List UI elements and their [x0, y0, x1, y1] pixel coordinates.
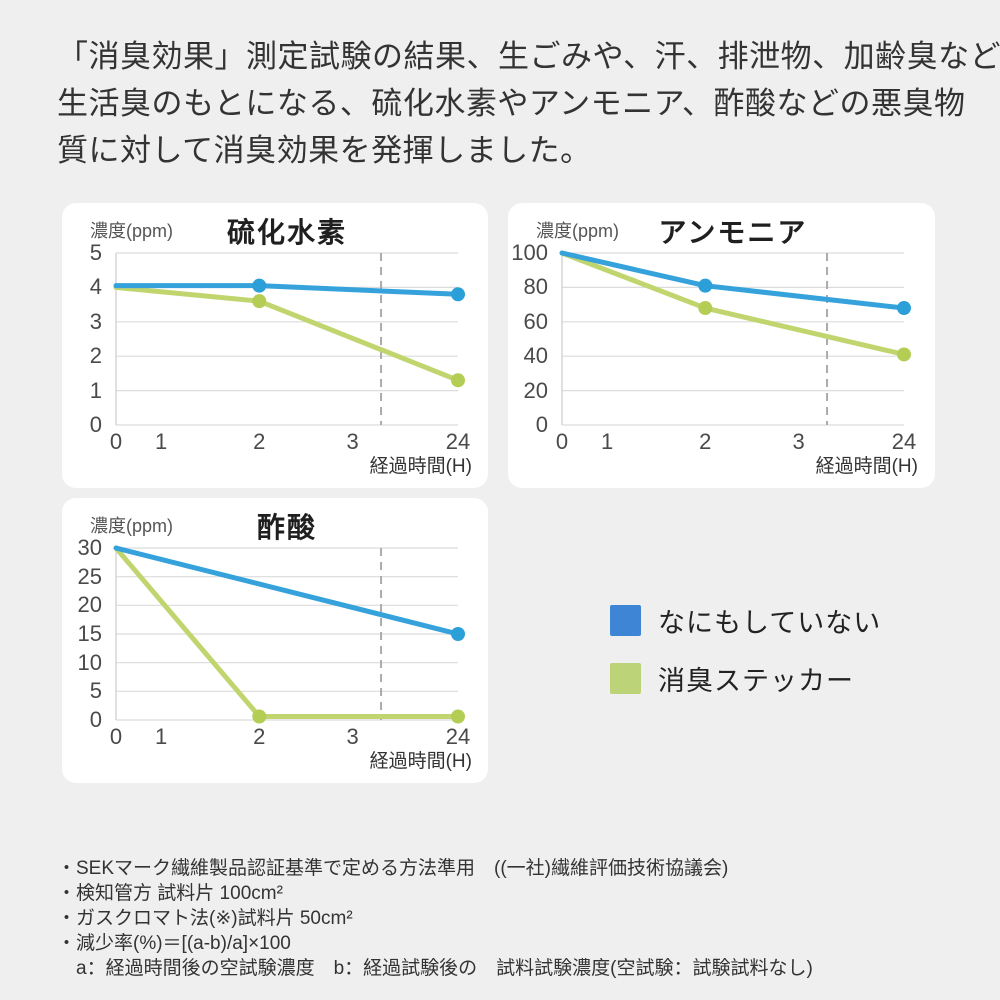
y-tick-label: 3: [89, 308, 102, 334]
header-line-2: 生活臭のもとになる、硫化水素やアンモニア、酢酸などの悪臭物: [57, 86, 966, 121]
x-tick-label: 24: [891, 429, 917, 454]
y-tick-label: 4: [89, 274, 102, 300]
data-point-dot: [252, 709, 267, 724]
y-tick-label: 0: [535, 412, 548, 437]
y-tick-label: 2: [89, 343, 102, 369]
y-tick-label: 20: [77, 592, 102, 618]
y-axis-label: 濃度(ppm): [90, 221, 174, 241]
x-axis-label: 経過時間(H): [369, 751, 472, 772]
y-tick-label: 0: [89, 707, 102, 732]
footnote-line: ・減少率(%)＝[(a-b)/a]×100: [57, 933, 291, 954]
header-line-1: 「消臭効果」測定試験の結果、生ごみや、汗、排泄物、加齢臭など: [57, 39, 1000, 74]
x-tick-label: 3: [346, 429, 359, 454]
chart-card-acetic-acid: 濃度(ppm) 酢酸 経過時間(H) 30 25 20 15 10 5 0 0 1 2 3 24: [62, 498, 488, 783]
x-tick-label: 24: [445, 429, 471, 454]
legend-label-untreated: なにもしていない: [658, 608, 882, 638]
data-point-dot: [451, 627, 465, 641]
y-tick-label: 80: [523, 274, 548, 300]
legend-item-deodorant-sticker: 消臭ステッカー: [610, 659, 881, 698]
y-tick-label: 60: [523, 308, 548, 334]
chart-title: 硫化水素: [226, 217, 347, 248]
plot-area: [113, 252, 465, 426]
x-tick-label: 3: [346, 724, 359, 749]
x-axis-label: 経過時間(H): [815, 456, 918, 477]
legend: なにもしていない 消臭ステッカー: [610, 601, 881, 717]
y-tick-label: 5: [89, 240, 102, 265]
chart-card-ammonia: 濃度(ppm) アンモニア 経過時間(H) 100 80 60 40 20 0 0 1 2 3 24: [508, 203, 935, 488]
y-tick-label: 1: [89, 377, 102, 403]
data-point-dot: [897, 347, 911, 362]
data-point-dot: [897, 301, 911, 316]
footnote-line: ・検知管方 試料片 100cm²: [57, 883, 283, 904]
data-point-dot: [451, 287, 465, 302]
data-point-dot: [451, 709, 465, 724]
plot-area: [559, 250, 911, 426]
header-text: 「消臭効果」測定試験の結果、生ごみや、汗、排泄物、加齢臭など 生活臭のもとになる…: [57, 33, 1000, 174]
y-axis-label: 濃度(ppm): [536, 221, 620, 241]
y-tick-label: 25: [77, 563, 102, 589]
footnote-line: ・ガスクロマト法(※)試料片 50cm²: [57, 908, 353, 929]
chart-title: アンモニア: [658, 217, 808, 248]
x-tick-label: 3: [792, 429, 805, 454]
footnote-lines: ・SEKマーク繊維製品認証基準で定める方法準用 ((一社)繊維評価技術協議会) ・…: [57, 856, 813, 981]
x-axis-label: 経過時間(H): [369, 456, 472, 477]
legend-swatch-untreated: [610, 605, 641, 636]
data-point-dot: [451, 373, 465, 388]
y-tick-label: 100: [511, 240, 548, 265]
plot-area: [113, 545, 465, 724]
y-tick-label: 30: [77, 535, 102, 560]
legend-item-untreated: なにもしていない: [610, 601, 881, 640]
chart-card-hydrogen-sulfide: 濃度(ppm) 硫化水素 経過時間(H) 5 4 3 2 1 0 0 1 2 3 24: [62, 203, 488, 488]
x-tick-label: 2: [253, 429, 266, 454]
y-tick-label: 0: [89, 412, 102, 437]
data-point-dot: [252, 294, 267, 309]
y-tick-label: 40: [523, 343, 548, 369]
footnotes: ・SEKマーク繊維製品認証基準で定める方法準用 ((一社)繊維評価技術協議会) ・…: [57, 806, 813, 1000]
x-tick-label: 0: [109, 429, 123, 454]
series-line: [559, 250, 907, 311]
x-tick-label: 2: [699, 429, 712, 454]
series-line: [113, 545, 461, 637]
y-tick-label: 15: [77, 621, 102, 646]
y-axis-label: 濃度(ppm): [90, 516, 174, 536]
data-point-dot: [698, 301, 713, 316]
legend-label-deodorant-sticker: 消臭ステッカー: [658, 666, 854, 696]
series-line: [113, 284, 461, 383]
x-tick-label: 1: [601, 429, 614, 454]
y-tick-label: 5: [89, 678, 102, 704]
x-tick-label: 0: [555, 429, 569, 454]
data-point-dot: [252, 278, 267, 293]
data-point-dot: [698, 278, 713, 293]
footnote-line: a：経過時間後の空試験濃度 b：経過試験後の 試料試験濃度(空試験：試験試料なし…: [57, 958, 813, 979]
x-tick-label: 1: [155, 724, 168, 749]
x-tick-label: 0: [109, 724, 123, 749]
x-tick-label: 1: [155, 429, 168, 454]
y-tick-label: 20: [523, 377, 548, 403]
x-tick-label: 2: [253, 724, 266, 749]
x-tick-label: 24: [445, 724, 471, 749]
footnote-line: ・SEKマーク繊維製品認証基準で定める方法準用 ((一社)繊維評価技術協議会): [57, 858, 729, 879]
chart-title: 酢酸: [256, 512, 317, 543]
legend-swatch-deodorant-sticker: [610, 663, 641, 694]
header-line-3: 質に対して消臭効果を発揮しました。: [57, 133, 592, 168]
y-tick-label: 10: [77, 649, 102, 675]
